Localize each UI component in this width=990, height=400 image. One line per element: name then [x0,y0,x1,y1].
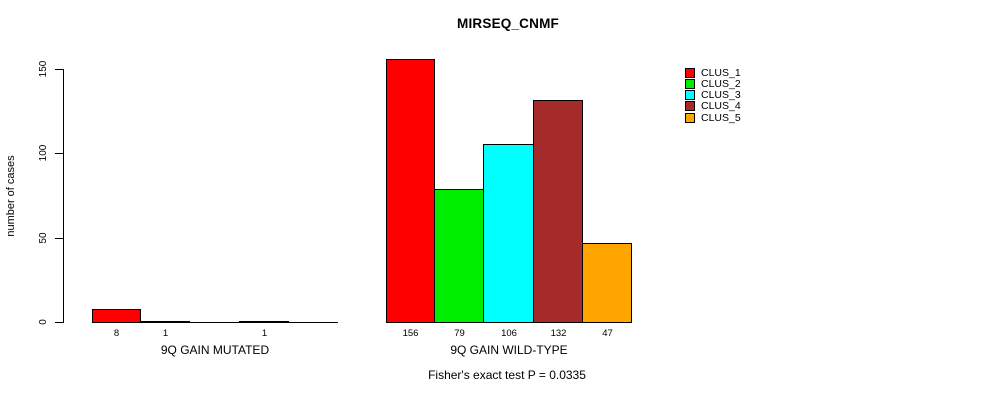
y-tick-mark [55,69,63,70]
legend-label-clus_3: CLUS_3 [701,89,741,101]
legend-swatch-clus_1 [685,68,695,78]
bar-clus_1 [92,309,141,323]
bar-clus_4 [533,100,583,323]
legend-swatch-clus_5 [685,113,695,123]
y-tick-label: 150 [38,60,49,78]
bar-clus_4 [239,321,289,323]
y-tick-label: 0 [38,319,49,325]
group-x-label: 9Q GAIN MUTATED [160,343,270,357]
y-tick-label: 100 [38,144,49,162]
group-x-label: 9Q GAIN WILD-TYPE [450,343,568,357]
y-tick-label: 50 [38,232,49,244]
y-tick-mark [55,238,63,239]
bar-clus_3 [483,144,534,323]
bar-value-label: 47 [602,328,613,339]
bar-clus_1 [386,59,435,323]
bar-clus_5 [582,243,632,323]
legend-label-clus_2: CLUS_2 [701,78,741,90]
bar-value-label: 106 [501,328,517,339]
legend-label-clus_1: CLUS_1 [701,67,741,79]
fisher-test-annotation: Fisher's exact test P = 0.0335 [428,368,586,382]
bar-value-label: 1 [162,328,169,339]
bar-clus_2 [434,189,484,323]
legend-swatch-clus_3 [685,90,695,100]
bar-clus_2 [140,321,190,323]
legend-swatch-clus_2 [685,79,695,89]
y-axis-title: number of cases [5,155,17,237]
bar-value-label: 79 [454,328,465,339]
bar-value-label: 156 [402,328,419,339]
y-tick-mark [55,153,63,154]
group-baseline [92,322,338,323]
legend-swatch-clus_4 [685,101,695,111]
legend-label-clus_4: CLUS_4 [701,100,741,112]
bar-value-label: 132 [550,328,567,339]
legend-label-clus_5: CLUS_5 [701,112,741,124]
bar-value-label: 8 [113,328,120,339]
y-tick-mark [55,322,63,323]
y-axis-line [63,69,64,323]
chart-title: MIRSEQ_CNMF [457,16,559,31]
bar-value-label: 1 [261,328,268,339]
